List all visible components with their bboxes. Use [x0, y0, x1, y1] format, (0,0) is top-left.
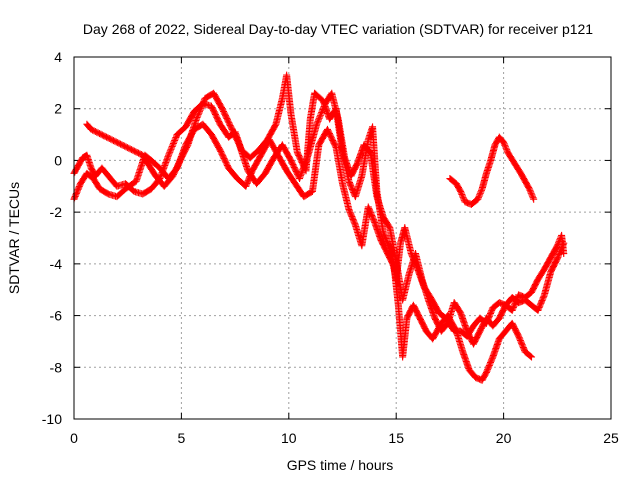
- y-tick-labels: -10 -8 -6 -4 -2 0 2 4: [42, 49, 62, 427]
- data-points: [70, 71, 568, 384]
- marker-path: [70, 71, 568, 340]
- series-trace-D: [446, 133, 538, 208]
- x-tick-label: 5: [178, 430, 186, 446]
- y-tick-label: -10: [42, 411, 62, 427]
- x-tick-labels: 0 5 10 15 20 25: [70, 430, 619, 446]
- y-tick-label: -2: [50, 204, 63, 220]
- series-trace-C: [83, 89, 568, 348]
- series-trace-A: [70, 71, 568, 340]
- y-tick-label: 2: [54, 101, 62, 117]
- y-tick-label: 4: [54, 49, 62, 65]
- x-tick-label: 15: [388, 430, 404, 446]
- x-tick-label: 25: [603, 430, 619, 446]
- y-tick-label: -6: [50, 308, 63, 324]
- y-tick-label: -4: [50, 256, 63, 272]
- axis-ticks: [73, 56, 612, 420]
- x-tick-label: 20: [496, 430, 512, 446]
- x-tick-label: 0: [70, 430, 78, 446]
- grid: [74, 57, 611, 419]
- marker-path: [446, 133, 538, 208]
- marker-path: [83, 89, 568, 348]
- y-tick-label: 0: [54, 152, 62, 168]
- plot-frame: [73, 56, 612, 420]
- chart-title: Day 268 of 2022, Sidereal Day-to-day VTE…: [83, 21, 593, 37]
- x-tick-label: 10: [281, 430, 297, 446]
- y-tick-label: -8: [50, 359, 63, 375]
- x-axis-label: GPS time / hours: [287, 457, 394, 473]
- y-axis-label: SDTVAR / TECUs: [6, 182, 22, 294]
